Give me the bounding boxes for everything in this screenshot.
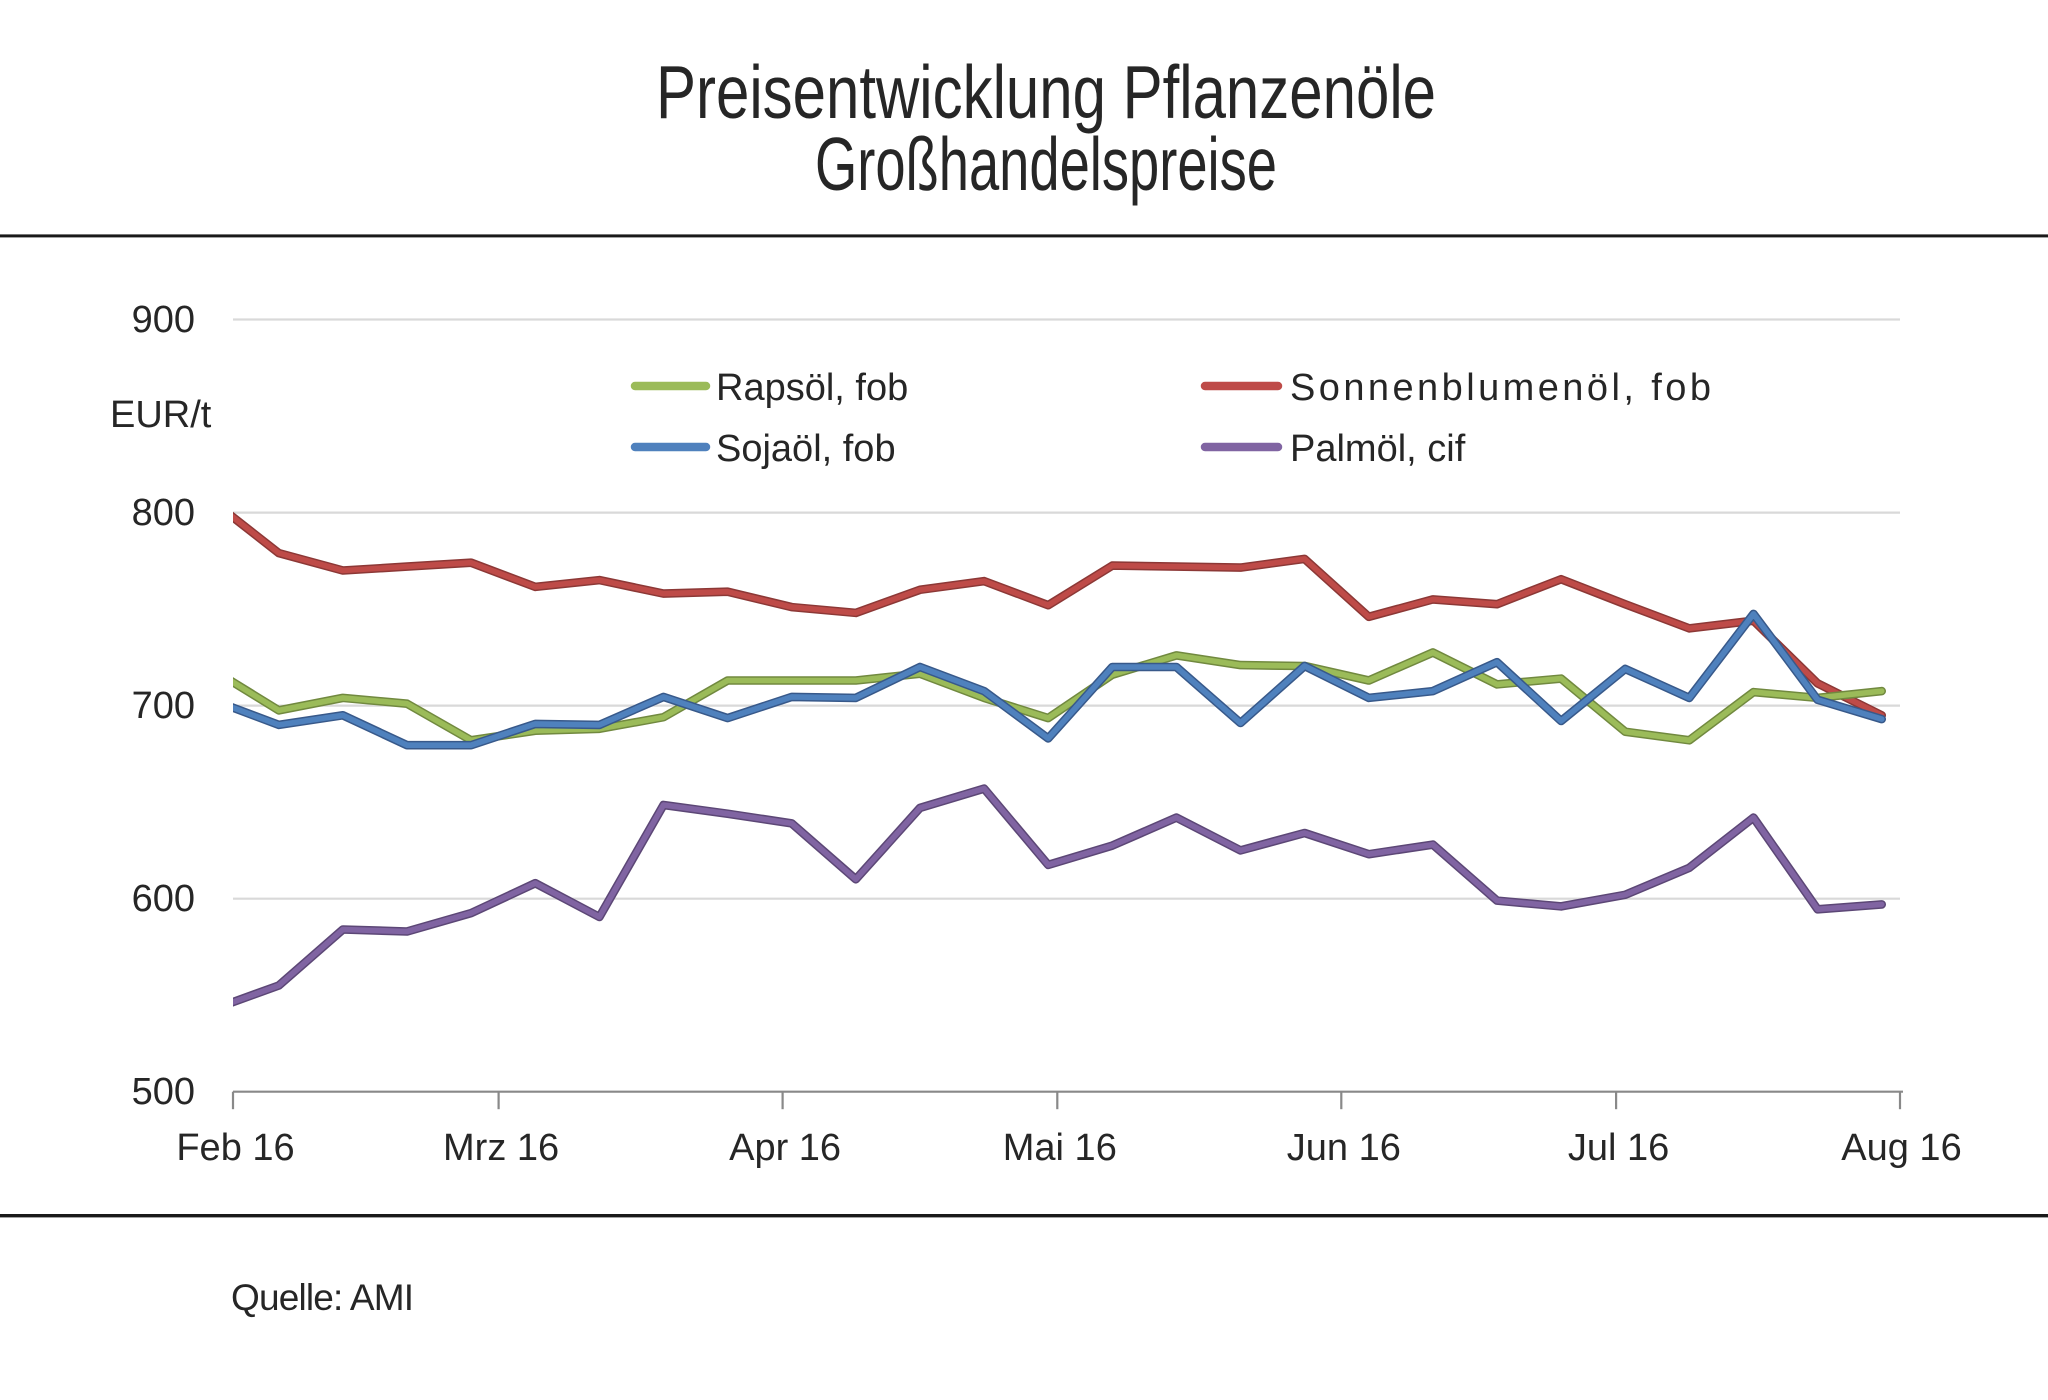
svg-text:Mrz 16: Mrz 16 [443,1127,559,1169]
svg-text:Rapsöl, fob: Rapsöl, fob [716,367,908,409]
svg-text:EUR/t: EUR/t [110,394,212,436]
svg-text:Aug 16: Aug 16 [1841,1127,1961,1169]
svg-text:Quelle: AMI: Quelle: AMI [231,1277,414,1318]
svg-text:Mai 16: Mai 16 [1003,1127,1117,1169]
svg-text:Preisentwicklung Pflanzenöle: Preisentwicklung Pflanzenöle [656,50,1436,134]
svg-text:Großhandelspreise: Großhandelspreise [815,122,1277,206]
svg-text:Sojaöl, fob: Sojaöl, fob [716,428,896,470]
svg-text:500: 500 [132,1071,195,1113]
svg-text:Sonnenblumenöl, fob: Sonnenblumenöl, fob [1290,367,1711,409]
svg-text:Feb 16: Feb 16 [176,1127,294,1169]
svg-text:Apr 16: Apr 16 [729,1127,841,1169]
svg-text:700: 700 [132,685,195,727]
svg-text:Palmöl, cif: Palmöl, cif [1290,428,1466,470]
svg-text:Jun 16: Jun 16 [1287,1127,1401,1169]
svg-text:800: 800 [132,492,195,534]
svg-text:600: 600 [132,878,195,920]
svg-text:900: 900 [132,299,195,341]
svg-text:Jul 16: Jul 16 [1568,1127,1669,1169]
